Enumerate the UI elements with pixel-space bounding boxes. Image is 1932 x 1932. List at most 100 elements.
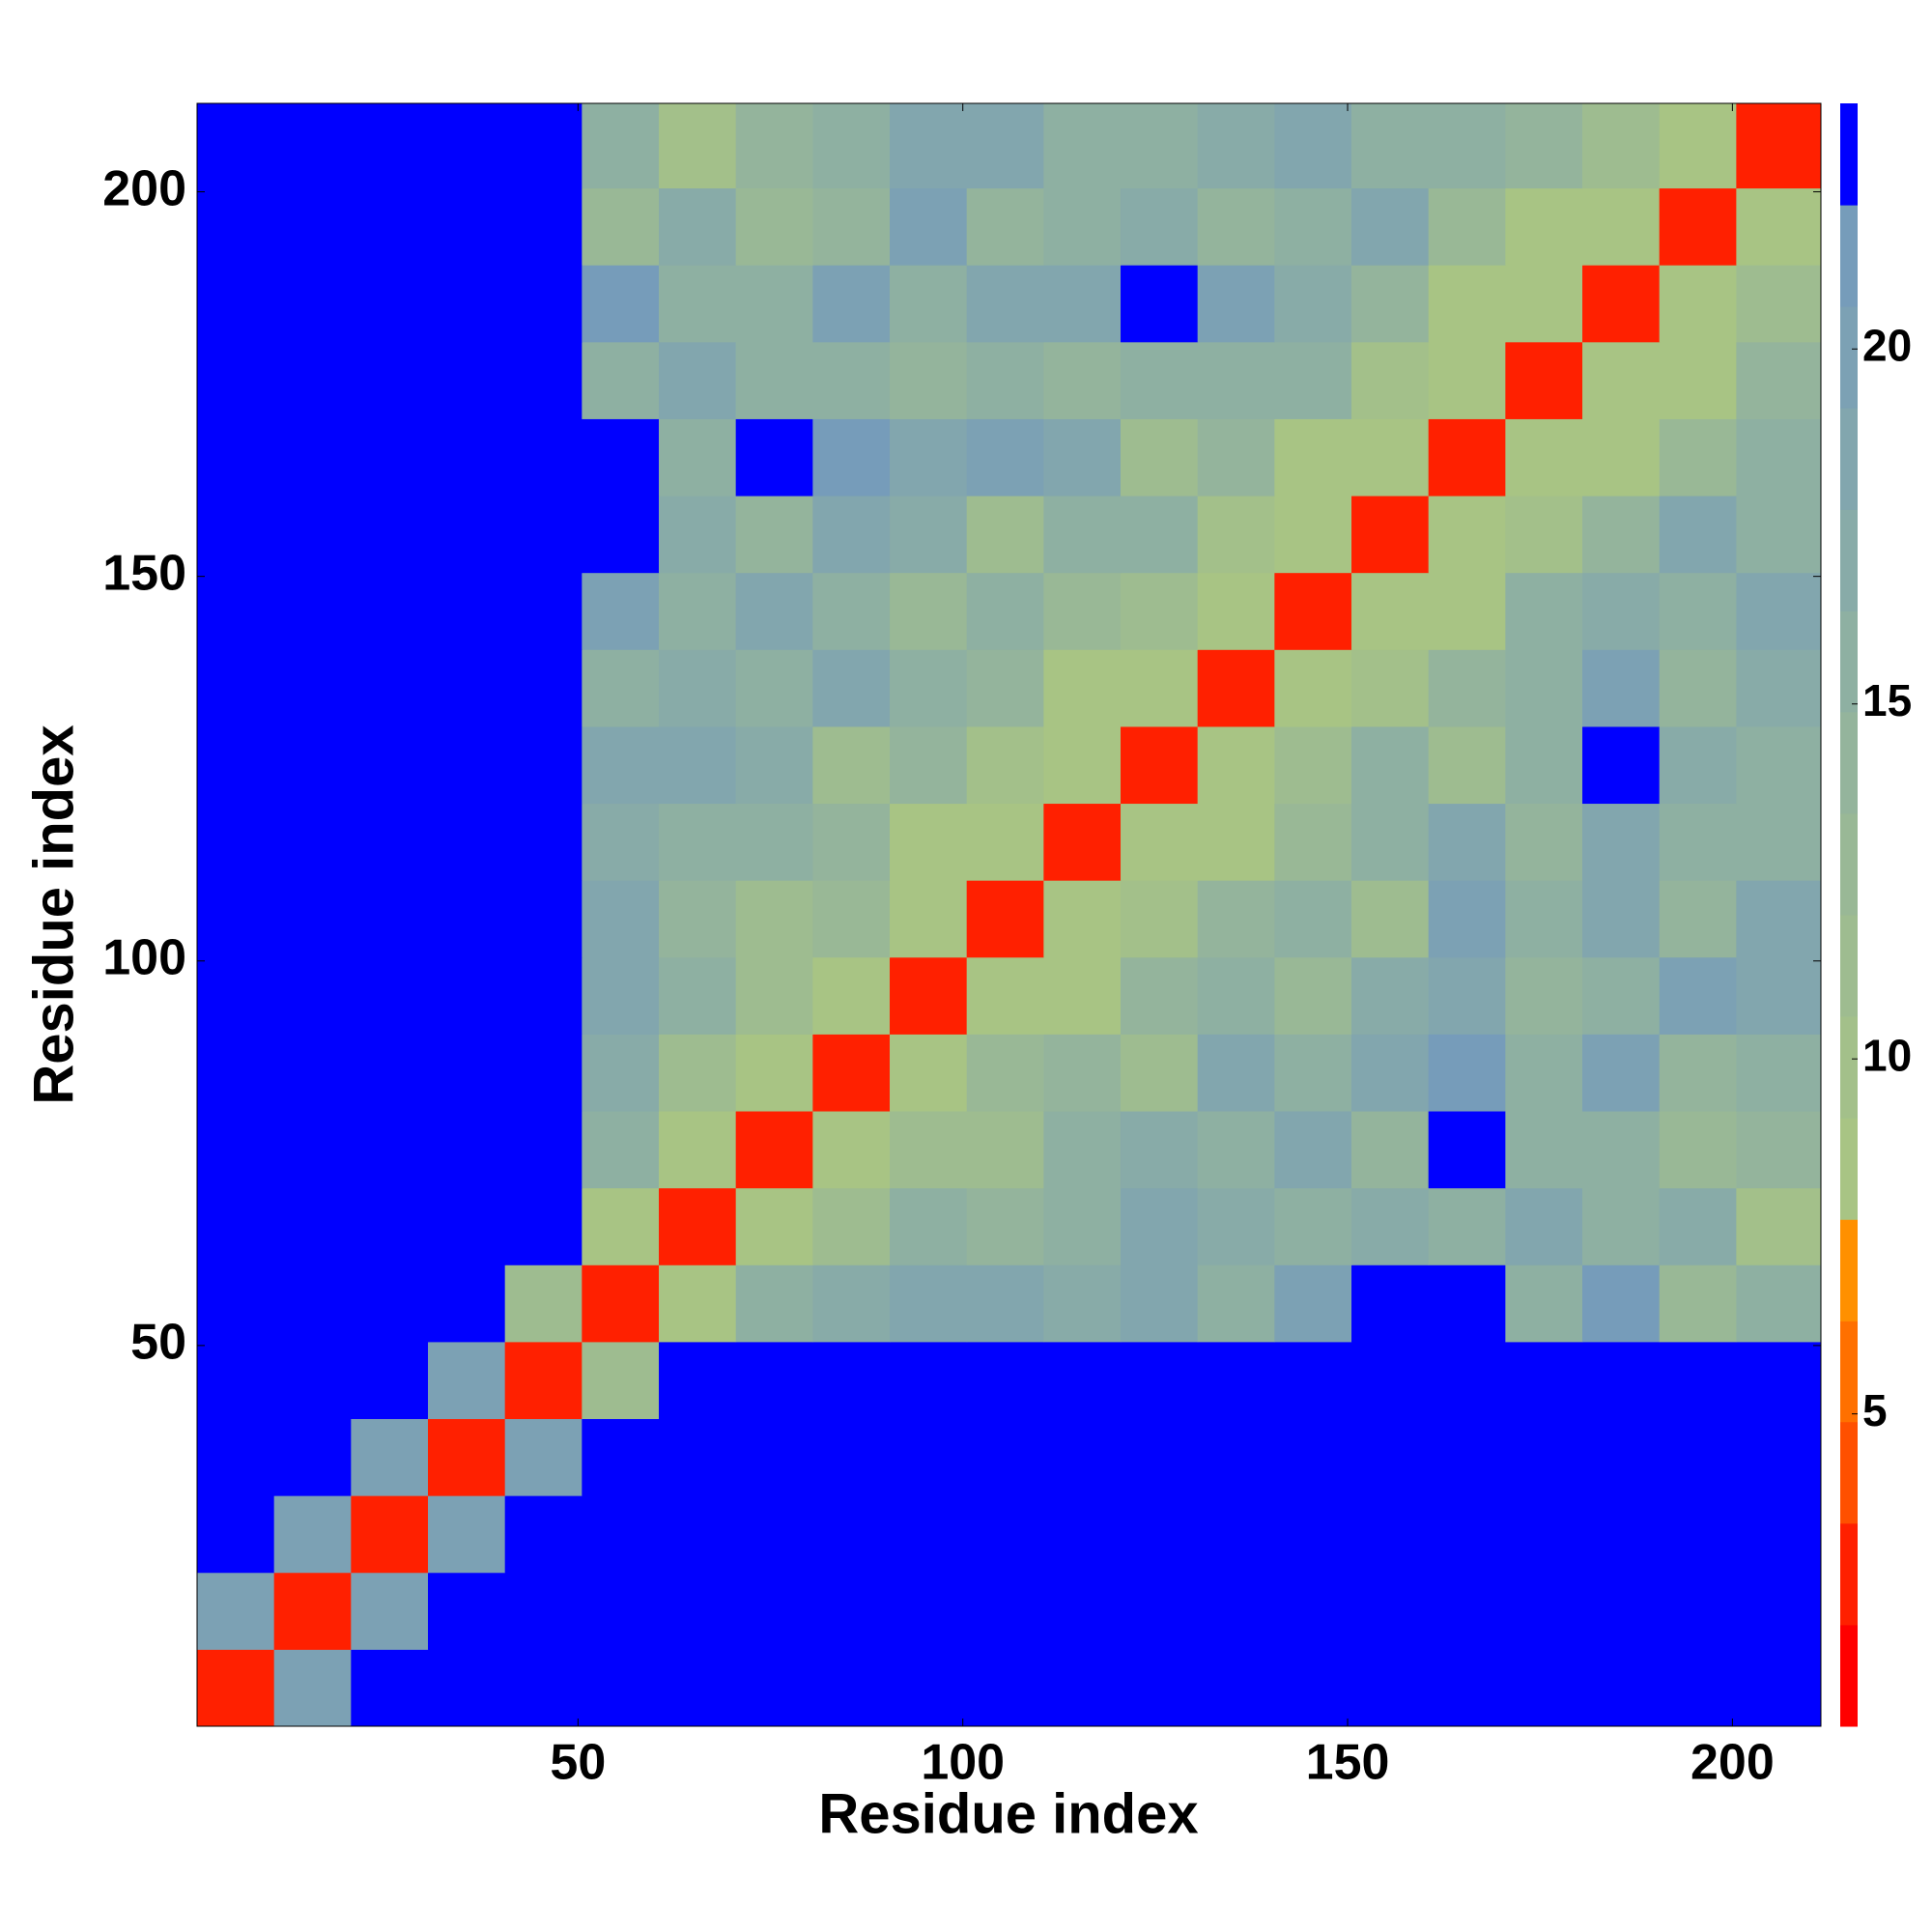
heatmap-cell — [1582, 880, 1661, 958]
heatmap-cell — [582, 1111, 660, 1189]
heatmap-cell — [582, 572, 660, 650]
heatmap-cell — [428, 572, 506, 650]
heatmap-cell — [1121, 725, 1199, 805]
heatmap-cell — [1351, 418, 1430, 497]
heatmap-cell — [1505, 725, 1583, 805]
colorbar-tick-label: 20 — [1862, 320, 1912, 370]
heatmap-cell — [1351, 803, 1430, 881]
heatmap-cell — [890, 1341, 968, 1420]
heatmap-cell — [197, 418, 275, 497]
heatmap-cell — [659, 1649, 737, 1727]
heatmap-cell — [1428, 103, 1506, 189]
heatmap-cell — [1121, 187, 1199, 266]
heatmap-cell — [1121, 265, 1199, 343]
heatmap-cell — [812, 956, 891, 1035]
heatmap-cell — [1505, 1111, 1583, 1189]
heatmap-cell — [428, 341, 506, 419]
heatmap-cell — [890, 265, 968, 343]
heatmap-cell — [428, 1495, 506, 1574]
heatmap-cell — [735, 341, 813, 419]
heatmap-cell — [1043, 1034, 1122, 1112]
heatmap-cell — [1121, 418, 1199, 497]
heatmap-cell — [812, 265, 891, 343]
heatmap-cell — [659, 1341, 737, 1420]
heatmap-cell — [1505, 418, 1583, 497]
heatmap-cell — [966, 1649, 1044, 1727]
heatmap-cell — [1351, 265, 1430, 343]
heatmap-cell — [351, 265, 429, 343]
heatmap-cell — [1736, 956, 1822, 1035]
heatmap-cell — [812, 341, 891, 419]
heatmap-cell — [1197, 187, 1275, 266]
heatmap-cell — [1351, 1034, 1430, 1112]
heatmap-cell — [1351, 1418, 1430, 1496]
heatmap-cell — [1197, 880, 1275, 958]
heatmap-cell — [428, 1111, 506, 1189]
heatmap-cell — [890, 1111, 968, 1189]
heatmap-cell — [273, 649, 352, 727]
heatmap-cell — [1582, 956, 1661, 1035]
heatmap-cell — [1121, 1649, 1199, 1727]
heatmap-cell — [659, 341, 737, 419]
heatmap-cell — [428, 1341, 506, 1420]
heatmap-cell — [966, 103, 1044, 189]
heatmap-cell — [966, 803, 1044, 881]
heatmap-cell — [1505, 649, 1583, 727]
heatmap-cell — [582, 649, 660, 727]
heatmap-cell — [1197, 1572, 1275, 1650]
heatmap-cell — [197, 1572, 275, 1650]
heatmap-cell — [582, 496, 660, 574]
heatmap-cell — [1351, 880, 1430, 958]
heatmap-cell — [273, 103, 352, 189]
colorbar-band — [1840, 306, 1858, 409]
colorbar-band — [1840, 408, 1858, 510]
colorbar-band — [1840, 205, 1858, 307]
heatmap-cell — [1505, 187, 1583, 266]
heatmap-cell — [1197, 496, 1275, 574]
heatmap-cell — [1736, 1495, 1822, 1574]
heatmap-cell — [351, 1264, 429, 1343]
heatmap-cell — [1121, 880, 1199, 958]
heatmap-cell — [735, 1341, 813, 1420]
heatmap-cell — [504, 880, 582, 958]
heatmap-cell — [812, 1418, 891, 1496]
colorbar-tick-label: 5 — [1862, 1385, 1888, 1435]
heatmap-cell — [197, 341, 275, 419]
heatmap-cell — [1582, 803, 1661, 881]
heatmap-cell — [428, 103, 506, 189]
heatmap-cell — [504, 341, 582, 419]
heatmap-cell — [1582, 1418, 1661, 1496]
heatmap-cell — [428, 649, 506, 727]
x-axis-label: Residue index — [818, 1782, 1198, 1845]
heatmap-cell — [428, 1264, 506, 1343]
heatmap-cell — [966, 956, 1044, 1035]
heatmap-cell — [197, 1418, 275, 1496]
heatmap-cell — [428, 956, 506, 1035]
heatmap-cell — [1736, 1187, 1822, 1265]
heatmap-cell — [966, 649, 1044, 727]
heatmap-cell — [504, 496, 582, 574]
heatmap-cell — [1659, 1187, 1737, 1265]
heatmap-cell — [197, 649, 275, 727]
heatmap-cell — [890, 572, 968, 650]
heatmap-cell — [966, 1264, 1044, 1343]
heatmap-cell — [197, 496, 275, 574]
heatmap-cell — [1197, 1034, 1275, 1112]
heatmap-cell — [1121, 1264, 1199, 1343]
heatmap-cell — [1428, 1649, 1506, 1727]
heatmap-cell — [582, 1418, 660, 1496]
heatmap-cell — [1121, 341, 1199, 419]
heatmap-cell — [1197, 956, 1275, 1035]
heatmap-cell — [504, 725, 582, 805]
heatmap-cell — [812, 1341, 891, 1420]
colorbar-band — [1840, 915, 1858, 1017]
heatmap-cell — [582, 1495, 660, 1574]
x-tick-label: 100 — [921, 1735, 1005, 1791]
heatmap-cell — [1659, 103, 1737, 189]
heatmap-cell — [1428, 572, 1506, 650]
heatmap-cell — [351, 103, 429, 189]
heatmap-cell — [1428, 880, 1506, 958]
heatmap-cell — [812, 803, 891, 881]
heatmap-cell — [966, 1495, 1044, 1574]
x-tick-label: 50 — [550, 1735, 606, 1791]
